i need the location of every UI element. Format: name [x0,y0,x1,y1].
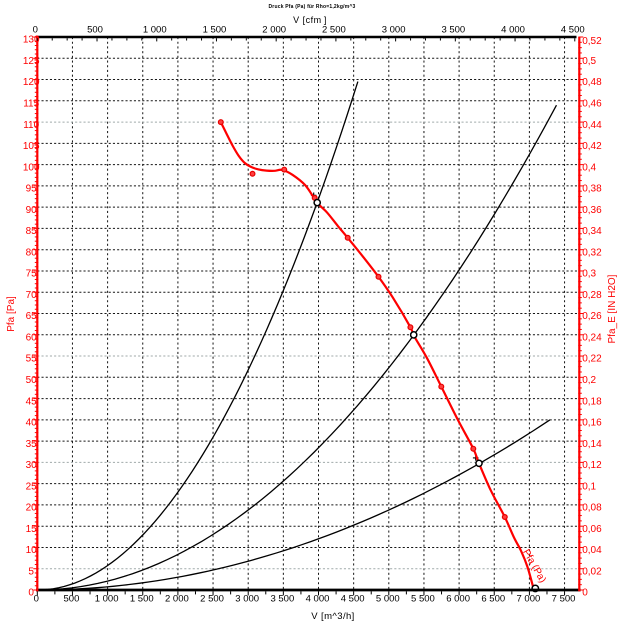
svg-text:0,46: 0,46 [582,99,602,110]
svg-text:2 500: 2 500 [200,594,224,605]
svg-text:7 000: 7 000 [517,594,541,605]
svg-text:0,12: 0,12 [582,460,602,471]
svg-text:0,5: 0,5 [582,56,596,67]
svg-text:95: 95 [26,184,38,195]
svg-text:3 500: 3 500 [270,594,294,605]
svg-text:2 500: 2 500 [322,25,346,36]
svg-text:75: 75 [26,269,38,280]
svg-text:2 000: 2 000 [165,594,189,605]
svg-text:0,1: 0,1 [582,481,596,492]
svg-text:120: 120 [23,77,40,88]
svg-text:5 500: 5 500 [411,594,435,605]
svg-text:0,02: 0,02 [582,566,602,577]
svg-text:85: 85 [26,226,38,237]
svg-text:0,18: 0,18 [582,396,602,407]
svg-text:3 000: 3 000 [235,594,259,605]
svg-text:0,08: 0,08 [582,503,602,514]
svg-text:500: 500 [64,594,80,605]
svg-text:Pfa_E [IN H2O]: Pfa_E [IN H2O] [607,274,618,343]
svg-text:0,04: 0,04 [582,545,602,556]
svg-text:30: 30 [26,460,38,471]
svg-text:1 500: 1 500 [203,25,227,36]
svg-text:1 000: 1 000 [95,594,119,605]
svg-text:130: 130 [23,35,40,46]
svg-text:V [cfm ]: V [cfm ] [293,15,327,25]
svg-text:0,44: 0,44 [582,120,602,131]
svg-text:1 500: 1 500 [130,594,154,605]
svg-text:0,48: 0,48 [582,77,602,88]
svg-text:0: 0 [34,594,39,605]
svg-text:0,3: 0,3 [582,269,596,280]
svg-text:55: 55 [26,354,38,365]
svg-text:4 000: 4 000 [306,594,330,605]
svg-text:0,2: 0,2 [582,375,596,386]
svg-text:0: 0 [33,25,38,36]
svg-text:0,16: 0,16 [582,418,602,429]
svg-text:0,28: 0,28 [582,290,602,301]
svg-text:0,14: 0,14 [582,439,602,450]
svg-text:4 500: 4 500 [561,25,585,36]
svg-text:Druck Pfa (Pa) für Rho=1,2kg/m: Druck Pfa (Pa) für Rho=1,2kg/m^3 [269,4,356,10]
svg-text:40: 40 [26,418,38,429]
svg-text:0,42: 0,42 [582,141,602,152]
svg-text:50: 50 [26,375,38,386]
svg-text:0,26: 0,26 [582,311,602,322]
svg-text:25: 25 [26,481,38,492]
svg-text:0: 0 [28,588,34,599]
svg-text:100: 100 [23,162,40,173]
svg-text:0,4: 0,4 [582,162,596,173]
svg-text:65: 65 [26,311,38,322]
svg-text:0,32: 0,32 [582,247,602,258]
svg-text:20: 20 [26,503,38,514]
svg-text:70: 70 [26,290,38,301]
svg-text:0,24: 0,24 [582,332,602,343]
svg-text:0,34: 0,34 [582,226,602,237]
svg-text:0,36: 0,36 [582,205,602,216]
svg-text:4 500: 4 500 [341,594,365,605]
svg-text:Pfa [Pa]: Pfa [Pa] [6,296,17,332]
svg-text:60: 60 [26,332,38,343]
svg-text:6 000: 6 000 [446,594,470,605]
svg-text:125: 125 [23,56,40,67]
svg-text:3 000: 3 000 [382,25,406,36]
svg-text:2 000: 2 000 [262,25,286,36]
svg-text:0,06: 0,06 [582,524,602,535]
svg-text:80: 80 [26,247,38,258]
svg-text:7 500: 7 500 [552,594,576,605]
svg-text:5: 5 [28,566,34,577]
svg-text:1 000: 1 000 [143,25,167,36]
svg-text:110: 110 [23,120,39,131]
svg-text:10: 10 [26,545,38,556]
svg-text:6 500: 6 500 [481,594,505,605]
svg-text:0,22: 0,22 [582,354,602,365]
svg-text:105: 105 [23,141,40,152]
svg-text:115: 115 [23,99,39,110]
svg-text:45: 45 [26,396,38,407]
svg-text:35: 35 [26,439,38,450]
svg-text:0,52: 0,52 [582,36,602,47]
svg-text:3 500: 3 500 [441,25,465,36]
svg-text:4 000: 4 000 [501,25,525,36]
svg-text:500: 500 [87,25,103,36]
svg-text:0,38: 0,38 [582,184,602,195]
svg-text:V [m^3/h]: V [m^3/h] [311,611,354,622]
svg-text:0: 0 [582,588,588,599]
svg-text:5 000: 5 000 [376,594,400,605]
svg-text:90: 90 [26,205,38,216]
svg-text:15: 15 [26,524,38,535]
